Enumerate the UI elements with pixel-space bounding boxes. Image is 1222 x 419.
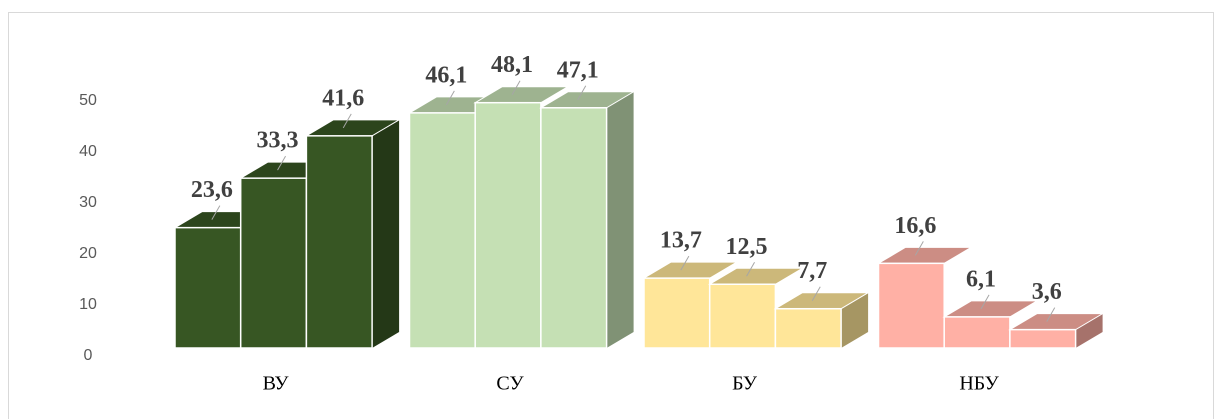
bar xyxy=(1009,328,1077,349)
y-tick-label: 0 xyxy=(84,347,93,364)
leader-line xyxy=(577,85,587,101)
data-label: 16,6 xyxy=(894,213,936,239)
x-tick-label: СУ xyxy=(496,373,524,395)
leader-line xyxy=(746,262,755,277)
y-tick-label: 40 xyxy=(79,143,97,160)
bar-side xyxy=(1075,313,1103,348)
bar xyxy=(239,177,308,349)
y-tick-label: 20 xyxy=(79,245,97,262)
data-label: 23,6 xyxy=(191,177,233,203)
bar xyxy=(643,277,711,349)
data-label: 12,5 xyxy=(726,234,768,260)
bar-top xyxy=(942,300,1039,318)
y-tick-label: 50 xyxy=(79,92,97,109)
bar xyxy=(774,307,842,349)
y-tick-label: 30 xyxy=(79,194,97,211)
leader-line xyxy=(511,80,521,95)
chart-border xyxy=(8,12,1214,419)
bar xyxy=(305,135,373,349)
data-label: 41,6 xyxy=(322,85,364,111)
bar-side xyxy=(606,91,634,348)
data-label: 6,1 xyxy=(966,266,996,292)
data-label: 3,6 xyxy=(1032,279,1062,305)
leader-line xyxy=(277,155,286,171)
y-tick-label: 10 xyxy=(79,296,97,313)
bar-top xyxy=(876,246,974,264)
leader-line xyxy=(680,255,690,271)
bar xyxy=(408,112,476,349)
leader-line xyxy=(980,294,990,310)
leader-line xyxy=(1046,307,1056,322)
data-label: 46,1 xyxy=(425,62,467,88)
x-tick-label: ВУ xyxy=(263,373,290,395)
bar xyxy=(943,316,1011,349)
bar-side xyxy=(372,119,400,348)
data-label: 7,7 xyxy=(797,258,827,284)
bar-side xyxy=(841,292,869,348)
leader-line xyxy=(811,286,821,301)
bar-top xyxy=(642,261,739,279)
x-tick-label: БУ xyxy=(732,373,758,395)
data-label: 48,1 xyxy=(491,52,533,78)
leader-line xyxy=(342,113,352,129)
data-label: 47,1 xyxy=(557,57,599,83)
bar-top xyxy=(707,267,805,285)
bar xyxy=(474,101,542,349)
data-label: 13,7 xyxy=(660,228,702,254)
bar xyxy=(540,107,608,349)
x-tick-label: НБУ xyxy=(959,373,999,395)
bar xyxy=(708,283,777,349)
leader-line xyxy=(211,205,221,220)
bar xyxy=(174,226,242,349)
data-label: 33,3 xyxy=(257,128,299,154)
bar xyxy=(877,262,945,349)
leader-line xyxy=(914,241,924,256)
leader-line xyxy=(445,90,455,106)
